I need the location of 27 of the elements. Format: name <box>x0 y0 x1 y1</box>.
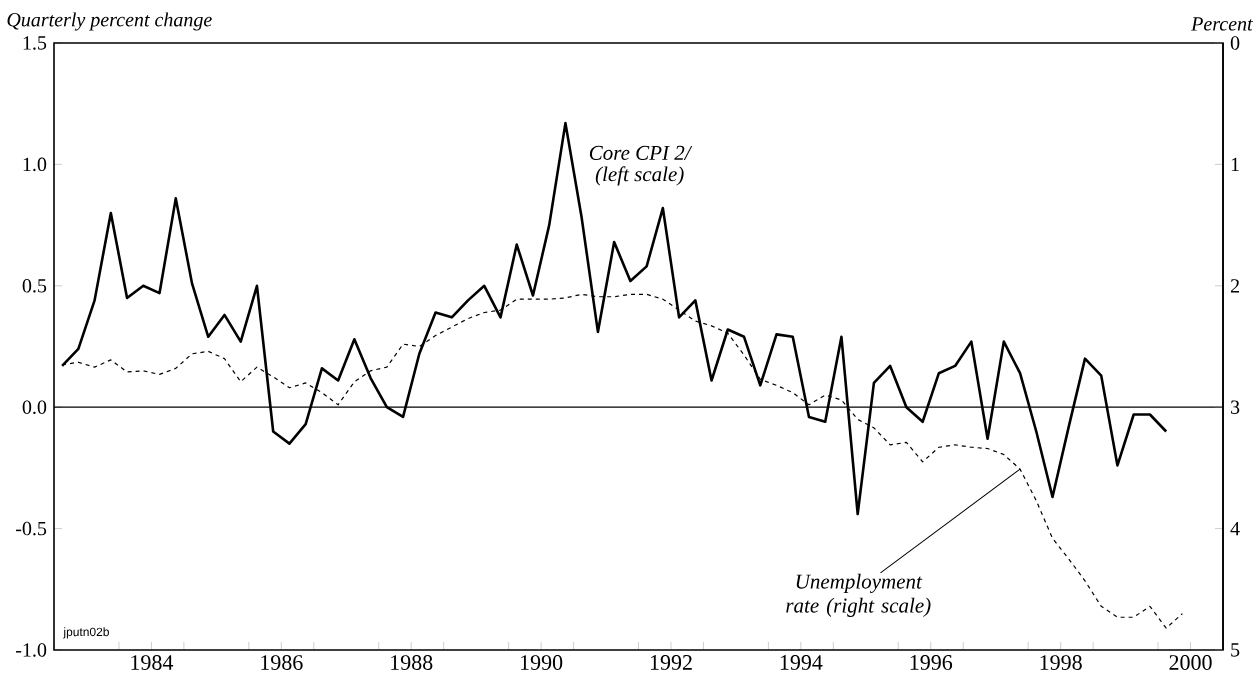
x-tick-label: 1992 <box>650 655 692 670</box>
x-tick-label: 2000 <box>1169 655 1212 670</box>
y-tick-label: 0.0 <box>22 400 47 414</box>
y-tick-label: 1.5 <box>23 36 47 50</box>
x-tick-label: 1990 <box>521 655 563 670</box>
y2-tick-label: 0 <box>1230 36 1240 50</box>
x-tick-label: 1984 <box>131 655 174 670</box>
x-tick-label: 1988 <box>391 655 433 670</box>
y-tick-label: 0.5 <box>22 279 47 293</box>
y-tick-label: 1.0 <box>23 157 47 172</box>
y-tick-label: -0.5 <box>16 521 47 536</box>
y2-tick-label: 4 <box>1230 522 1240 536</box>
y-axis-title: Quarterly percent change <box>7 12 212 31</box>
x-tick-label: 1994 <box>780 655 823 670</box>
annotation: Unemployment rate (right scale) <box>786 573 931 617</box>
annotation: jputn02b <box>63 627 109 639</box>
y2-tick-label: 1 <box>1231 157 1239 172</box>
x-tick-label: 1998 <box>1040 655 1082 670</box>
x-tick-label: 1996 <box>910 655 953 670</box>
y-tick-label: -1.0 <box>16 643 47 657</box>
y2-axis-title: Percent <box>1191 17 1254 31</box>
y2-tick-label: 2 <box>1230 279 1239 293</box>
annotation: (left scale) <box>595 166 684 186</box>
y2-tick-label: 5 <box>1231 643 1240 657</box>
annotation: Core CPI 2/ <box>589 145 693 160</box>
x-tick-label: 1986 <box>261 655 303 670</box>
y2-tick-label: 3 <box>1231 400 1240 414</box>
